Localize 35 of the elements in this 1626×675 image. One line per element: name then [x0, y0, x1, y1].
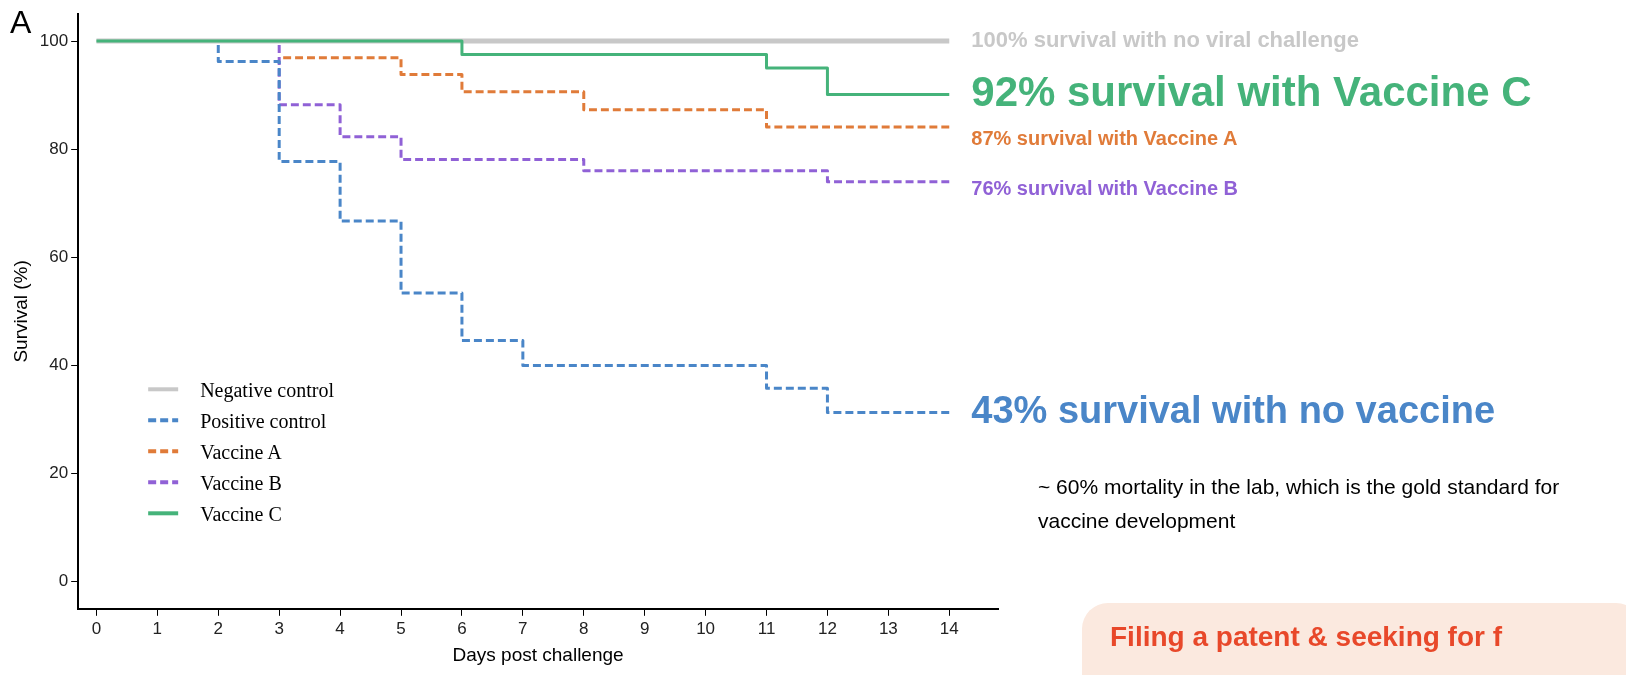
annotation: 87% survival with Vaccine A [971, 126, 1238, 149]
text: Filing a patent & seeking for f [1110, 621, 1503, 652]
y-axis-title: Survival (%) [9, 260, 31, 363]
y-tick-label: 0 [58, 571, 69, 591]
x-tick-label: 5 [396, 618, 406, 638]
legend-label: Negative control [200, 378, 335, 402]
legend-label: Positive control [200, 409, 327, 432]
y-tick-label: 20 [49, 463, 69, 483]
annotation: 76% survival with Vaccine B [971, 177, 1239, 200]
legend-label: Vaccine C [200, 502, 282, 525]
x-tick-label: 14 [939, 618, 959, 638]
x-tick-label: 9 [639, 618, 650, 638]
x-tick-label: 1 [152, 618, 163, 638]
chart-title: A [10, 3, 32, 40]
x-tick-label: 6 [457, 618, 467, 638]
x-tick-label: 12 [817, 618, 837, 638]
y-tick-label: 60 [49, 247, 69, 267]
y-tick-label: 80 [49, 138, 69, 158]
x-tick-label: 2 [213, 618, 224, 638]
y-tick-label: 100 [39, 30, 69, 50]
x-tick-label: 13 [878, 618, 898, 638]
x-tick-label: 8 [579, 618, 589, 638]
x-tick-label: 11 [757, 618, 776, 638]
x-tick-label: 3 [274, 618, 284, 638]
x-tick-label: 7 [518, 618, 528, 638]
x-tick-label: 10 [696, 618, 716, 638]
text: ~ 60% mortality in the lab, which is the gold standard for vaccine development [1038, 474, 1561, 534]
x-tick-label: 4 [335, 618, 345, 638]
x-tick-label: 0 [91, 618, 102, 638]
y-tick-label: 40 [49, 355, 69, 375]
legend-label: Vaccine B [200, 471, 282, 494]
annotation: 92% survival with Vaccine C [971, 68, 1532, 116]
legend-label: Vaccine A [200, 440, 283, 463]
annotation: 43% survival with no vaccine [971, 389, 1496, 431]
x-axis-title: Days post challenge [452, 643, 624, 665]
